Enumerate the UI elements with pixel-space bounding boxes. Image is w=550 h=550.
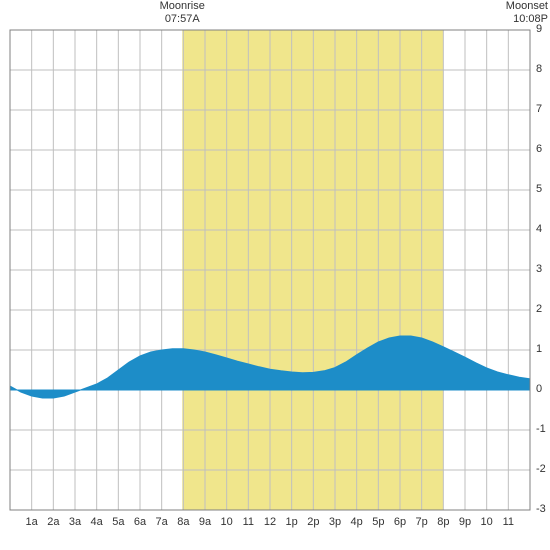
y-tick-label: -3 <box>536 503 546 515</box>
x-tick-label: 2p <box>307 516 319 528</box>
y-tick-label: 8 <box>536 63 542 75</box>
y-tick-label: 1 <box>536 343 542 355</box>
y-tick-label: 7 <box>536 103 542 115</box>
moonrise-title: Moonrise <box>152 0 212 13</box>
moonrise-annotation: Moonrise 07:57A <box>152 0 212 30</box>
x-tick-label: 6a <box>134 516 146 528</box>
y-tick-label: 9 <box>536 23 542 35</box>
y-tick-label: 2 <box>536 303 542 315</box>
x-tick-label: 10 <box>221 516 233 528</box>
x-tick-label: 10 <box>481 516 493 528</box>
y-tick-label: 6 <box>536 143 542 155</box>
x-tick-label: 7a <box>156 516 168 528</box>
x-tick-label: 1p <box>286 516 298 528</box>
x-tick-label: 11 <box>243 516 254 528</box>
x-tick-label: 4a <box>91 516 103 528</box>
x-tick-label: 2a <box>47 516 59 528</box>
x-tick-label: 8p <box>437 516 449 528</box>
y-tick-label: -2 <box>536 463 546 475</box>
y-tick-label: 0 <box>536 383 542 395</box>
x-tick-label: 3a <box>69 516 81 528</box>
y-tick-label: 3 <box>536 263 542 275</box>
x-tick-label: 7p <box>416 516 428 528</box>
y-tick-label: 4 <box>536 223 542 235</box>
x-tick-label: 5a <box>112 516 124 528</box>
x-tick-label: 9a <box>199 516 211 528</box>
x-tick-label: 9p <box>459 516 471 528</box>
x-tick-label: 1a <box>26 516 38 528</box>
chart-svg <box>0 0 550 550</box>
moonset-title: Moonset <box>488 0 548 13</box>
x-tick-label: 5p <box>372 516 384 528</box>
x-tick-label: 8a <box>177 516 189 528</box>
moonrise-time: 07:57A <box>152 13 212 26</box>
x-tick-label: 4p <box>351 516 363 528</box>
x-tick-label: 12 <box>264 516 276 528</box>
y-tick-label: 5 <box>536 183 542 195</box>
x-tick-label: 6p <box>394 516 406 528</box>
tide-chart: Moonrise 07:57A Moonset 10:08P 1a2a3a4a5… <box>0 0 550 550</box>
x-tick-label: 11 <box>503 516 514 528</box>
y-tick-label: -1 <box>536 423 546 435</box>
x-tick-label: 3p <box>329 516 341 528</box>
